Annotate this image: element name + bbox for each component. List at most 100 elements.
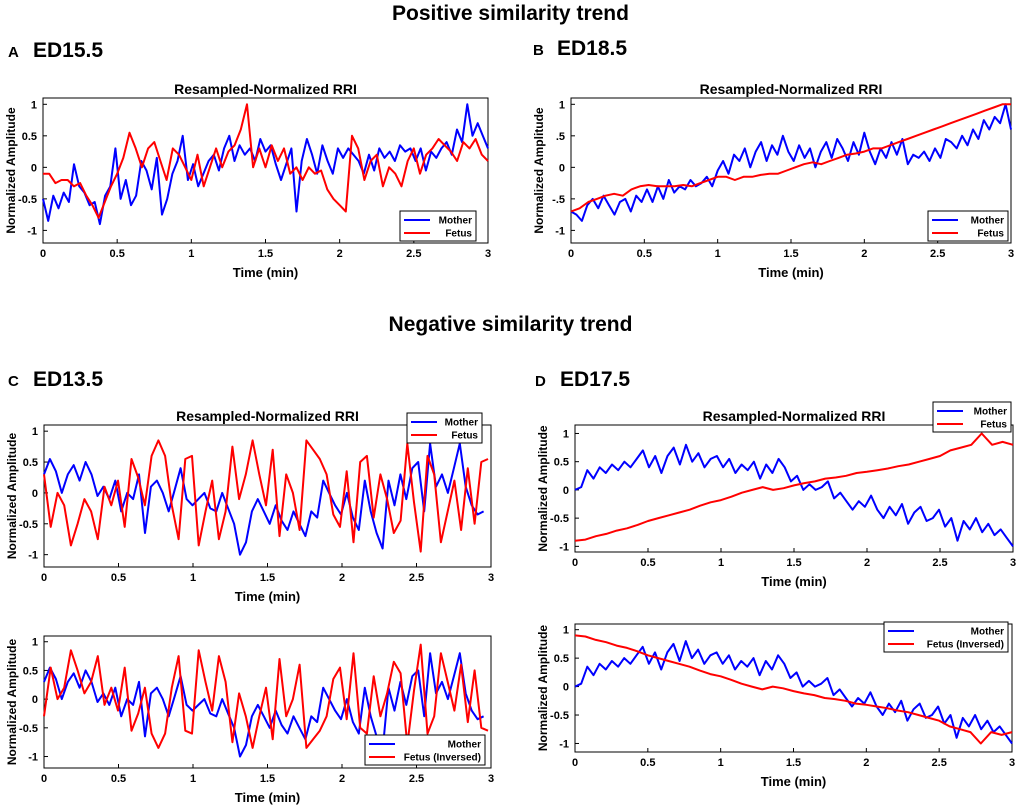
x-tick-label-c1: 2.5 — [409, 572, 424, 584]
chart-title-b: Resampled-Normalized RRI — [700, 81, 883, 97]
x-tick-label-c1: 2 — [339, 572, 345, 584]
x-tick-label-d2: 1 — [718, 757, 724, 769]
y-tick-label-d1: 1 — [563, 428, 569, 440]
legend-label-c1: Mother — [445, 418, 478, 429]
y-tick-label-d2: -1 — [559, 738, 569, 750]
y-tick-label-d1: 0 — [563, 485, 569, 497]
x-tick-label-d1: 0 — [572, 557, 578, 569]
x-tick-label-d1: 2.5 — [932, 557, 947, 569]
x-tick-label-c1: 0 — [41, 572, 47, 584]
y-tick-label-c1: -1 — [28, 550, 38, 562]
series-line-fetus-b — [570, 103, 1011, 213]
legend-box-a — [399, 210, 477, 242]
y-tick-label-a: -1 — [27, 225, 37, 237]
y-axis-label-b: Normalized Amplitude — [532, 107, 546, 234]
y-tick-label-c2: 0.5 — [23, 665, 38, 677]
x-tick-label-d1: 1.5 — [786, 557, 801, 569]
legend-label-a: Fetus — [445, 229, 472, 240]
positive-trend-header: Positive similarity trend — [392, 2, 629, 25]
panel-c-letter: C — [8, 373, 19, 390]
y-tick-label-a: 0 — [31, 162, 37, 174]
x-axis-label-d2: Time (min) — [761, 774, 827, 789]
x-tick-label-a: 2 — [337, 248, 343, 260]
x-tick-label-b: 0.5 — [637, 248, 652, 260]
panel-c-title: ED13.5 — [33, 368, 104, 391]
x-tick-label-a: 1.5 — [258, 248, 273, 260]
y-tick-label-d2: 0.5 — [554, 653, 569, 665]
legend-label-b: Mother — [971, 216, 1004, 227]
legend-box-c1 — [406, 412, 483, 444]
y-tick-label-c2: -1 — [28, 752, 38, 764]
x-tick-label-c2: 2 — [339, 773, 345, 785]
y-tick-label-c1: -0.5 — [19, 519, 38, 531]
y-tick-label-b: 0 — [559, 162, 565, 174]
x-tick-label-c2: 2.5 — [409, 773, 424, 785]
y-tick-label-b: 1 — [559, 99, 565, 111]
series-line-mother-a — [42, 103, 489, 226]
legend-label-d2: Fetus (Inversed) — [927, 640, 1004, 651]
legend-box-d1 — [932, 401, 1012, 433]
y-tick-label-c2: -0.5 — [19, 723, 38, 735]
legend-label-d2: Mother — [971, 627, 1004, 638]
x-tick-label-c2: 0 — [41, 773, 47, 785]
y-tick-label-c2: 1 — [32, 637, 38, 649]
legend-label-c2: Fetus (Inversed) — [404, 753, 481, 764]
legend-label-c1: Fetus — [451, 431, 478, 442]
x-tick-label-a: 2.5 — [406, 248, 421, 260]
x-tick-label-c2: 1.5 — [260, 773, 275, 785]
legend-label-d1: Mother — [974, 407, 1007, 418]
y-tick-label-c1: 0 — [32, 488, 38, 500]
y-tick-label-a: 0.5 — [22, 131, 37, 143]
x-tick-label-a: 3 — [485, 248, 491, 260]
y-tick-label-a: -0.5 — [18, 194, 37, 206]
x-tick-label-d2: 2 — [863, 757, 869, 769]
chart-title-d1: Resampled-Normalized RRI — [703, 408, 886, 424]
y-tick-label-d2: 1 — [563, 625, 569, 637]
series-line-fetus-inversed-d2 — [574, 634, 1013, 745]
panel-b-letter: B — [533, 42, 544, 59]
y-axis-label-c1: Normalized Amplitude — [5, 433, 19, 560]
y-tick-label-d2: -0.5 — [550, 710, 569, 722]
x-axis-label-d1: Time (min) — [761, 574, 827, 589]
legend-label-b: Fetus — [977, 229, 1004, 240]
series-line-fetus-inversed-c2 — [43, 643, 489, 749]
series-line-fetus-d1 — [574, 432, 1014, 542]
legend-box-b — [927, 210, 1009, 242]
legend-box-d2 — [883, 621, 1009, 653]
panel-b-title: ED18.5 — [557, 37, 628, 60]
y-tick-label-a: 1 — [31, 99, 37, 111]
x-tick-label-c2: 1 — [190, 773, 196, 785]
y-axis-label-a: Normalized Amplitude — [4, 107, 18, 234]
x-axis-label-c2: Time (min) — [235, 790, 301, 805]
series-line-mother-b — [570, 103, 1012, 222]
x-tick-label-b: 1 — [715, 248, 721, 260]
y-tick-label-b: .5 — [556, 131, 565, 143]
x-tick-label-d1: 2 — [864, 557, 870, 569]
y-tick-label-c1: 0.5 — [23, 457, 38, 469]
x-axis-label-a: Time (min) — [233, 265, 299, 280]
y-tick-label-c2: 0 — [32, 694, 38, 706]
x-axis-label-b: Time (min) — [758, 265, 824, 280]
x-tick-label-b: 0 — [568, 248, 574, 260]
chart-title-c1: Resampled-Normalized RRI — [176, 408, 359, 424]
y-tick-label-b: -1 — [555, 225, 565, 237]
legend-box-c2 — [364, 734, 486, 766]
x-tick-label-c1: 1.5 — [260, 572, 275, 584]
x-tick-label-d2: 1.5 — [786, 757, 801, 769]
y-axis-label-d2: Normalized Amplitude — [536, 625, 550, 752]
x-tick-label-c1: 1 — [190, 572, 196, 584]
x-tick-label-a: 0.5 — [110, 248, 125, 260]
panel-d-letter: D — [535, 373, 546, 390]
series-line-mother-c2 — [43, 652, 485, 758]
x-tick-label-d2: 0 — [572, 757, 578, 769]
x-axis-label-c1: Time (min) — [235, 589, 301, 604]
x-tick-label-d1: 0.5 — [640, 557, 655, 569]
y-axis-label-d1: Normalized Amplitude — [536, 425, 550, 552]
panel-a-letter: A — [8, 44, 19, 61]
legend-label-a: Mother — [439, 216, 472, 227]
y-tick-label-b: -.5 — [552, 194, 565, 206]
x-tick-label-a: 0 — [40, 248, 46, 260]
series-line-fetus-a — [43, 103, 489, 219]
axes-frame-d1 — [574, 424, 1014, 553]
